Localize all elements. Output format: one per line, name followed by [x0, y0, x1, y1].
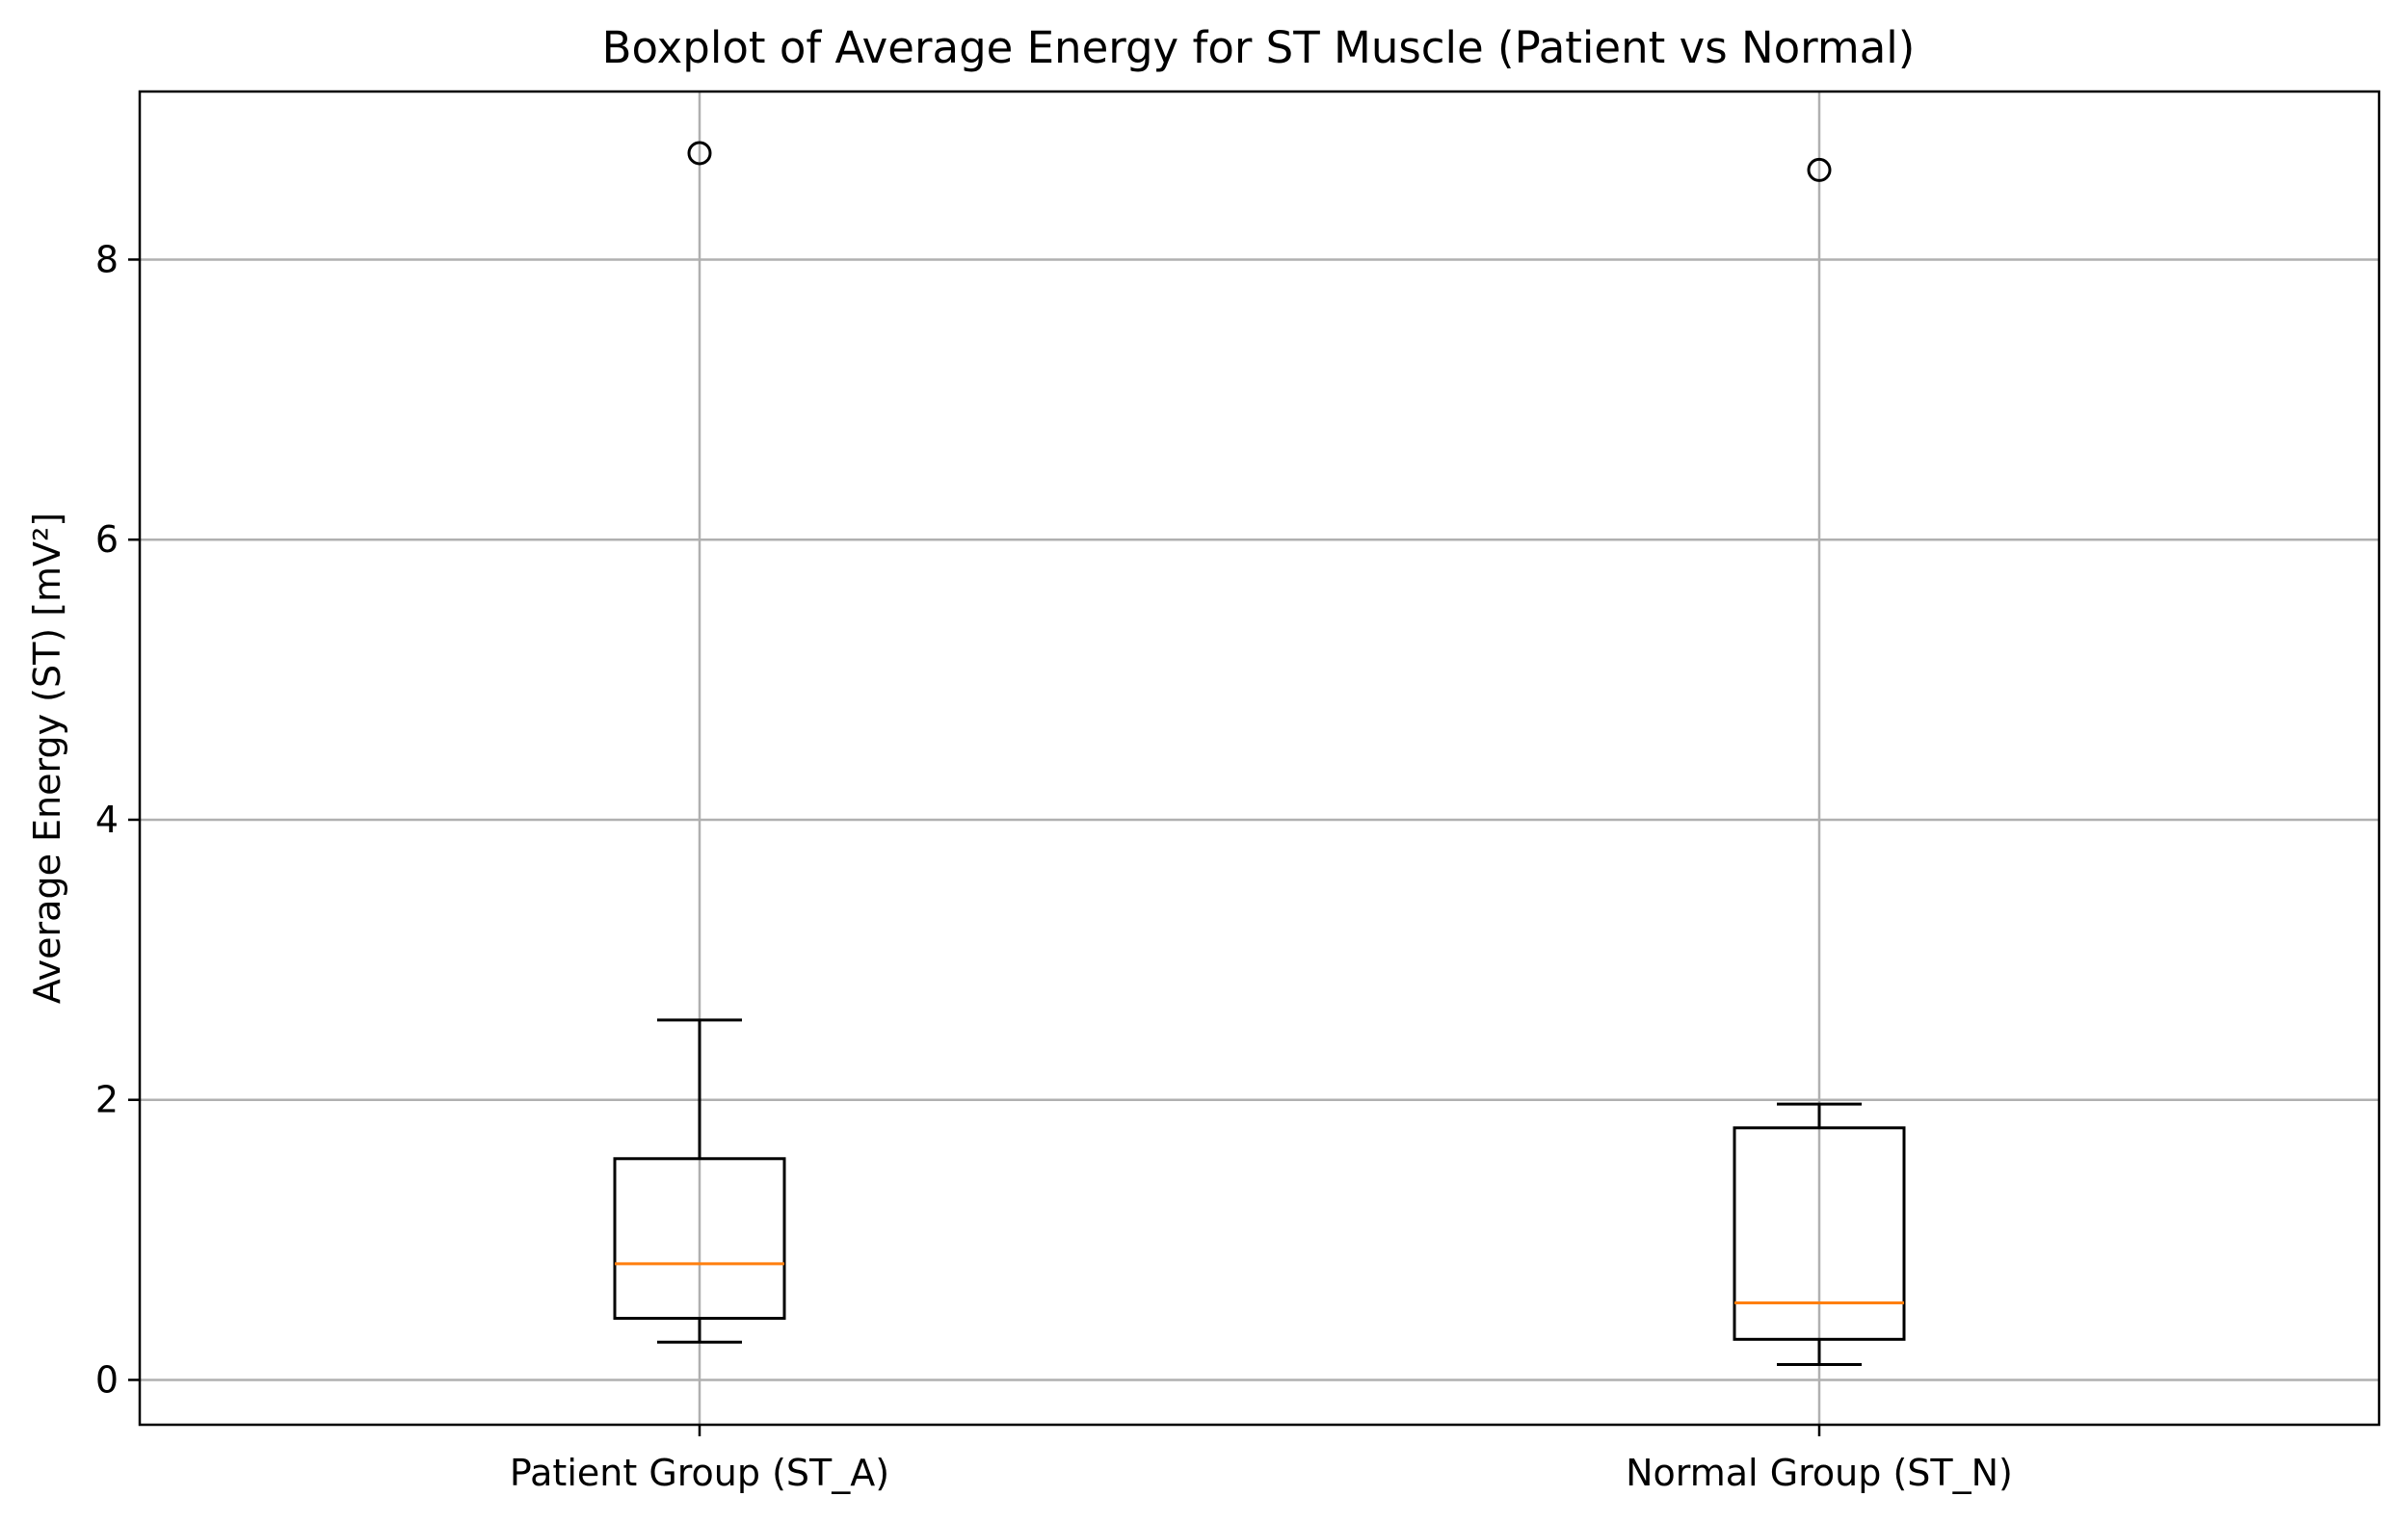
box-iqr-0 [613, 1157, 786, 1321]
grid-lines [140, 92, 2379, 1425]
box-group-0 [613, 141, 786, 1344]
box-group-1 [1733, 157, 1906, 1366]
y-tick-label-4: 8 [95, 238, 119, 280]
boxes [613, 141, 1906, 1366]
outlier-point-1-0 [1807, 157, 1832, 182]
y-tick-label-0: 0 [95, 1358, 119, 1401]
x-tick-label-0: Patient Group (ST_A) [510, 1452, 889, 1494]
y-tick-label-2: 4 [95, 799, 119, 841]
y-tick-label-3: 6 [95, 518, 119, 561]
x-tick-label-1: Normal Group (ST_N) [1626, 1452, 2013, 1494]
y-tick-label-1: 2 [95, 1079, 119, 1121]
outlier-point-0-0 [687, 141, 712, 166]
plot-area-frame [138, 90, 2381, 1427]
axis-ticks: 0 2 4 6 8 Patient Group (ST_A) Normal Group (S… [95, 238, 2013, 1494]
chart-title: Boxplot of Average Energy for ST Muscle … [602, 22, 1916, 73]
y-axis-label: Average Energy (ST) [mV²] [26, 512, 68, 1004]
box-iqr-1 [1733, 1126, 1906, 1341]
